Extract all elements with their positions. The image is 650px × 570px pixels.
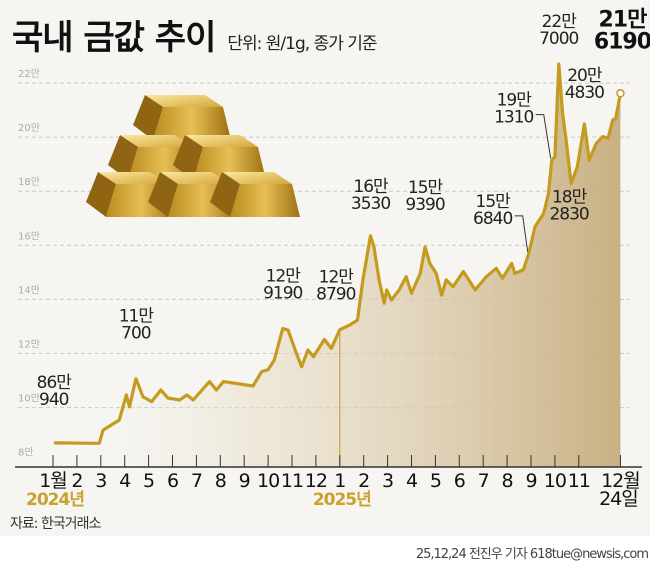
x-tick-label: 4: [406, 470, 418, 492]
annotation-value-top: 22만: [542, 12, 578, 32]
annotation-value-top: 18만: [552, 188, 588, 208]
x-tick-label: 10: [257, 470, 279, 492]
x-tick-label: 7: [478, 470, 489, 492]
y-tick-label: 8만: [18, 447, 34, 459]
y-tick-label: 20만: [18, 122, 40, 134]
x-tick-label: 3: [95, 470, 106, 492]
annotation-value-top: 12만: [266, 267, 302, 287]
annotation-value-top: 15만: [476, 192, 512, 212]
x-tick-label: 12월: [601, 470, 640, 492]
x-tick-label: 8: [502, 470, 513, 492]
price-area-fill: [53, 64, 621, 467]
gold-bar-front: [230, 184, 300, 217]
gold-bars-icon: [86, 95, 300, 217]
annotation-value-top: 86만: [37, 373, 73, 393]
annotation-value-bottom: 8790: [316, 285, 355, 305]
y-tick-label: 16만: [18, 230, 40, 242]
gold-bar-front: [153, 107, 231, 140]
x-tick-label: 6: [454, 470, 465, 492]
x-tick-label: 11: [568, 470, 590, 492]
annotation-value-bottom: 4830: [565, 83, 604, 103]
annotation-value-bottom: 1310: [494, 108, 533, 128]
x-tick-label: 5: [143, 470, 154, 492]
x-tick-label: 12: [305, 470, 327, 492]
x-tick-label: 5: [430, 470, 441, 492]
x-tick-label: 10: [544, 470, 566, 492]
x-tick-label: 9: [239, 470, 250, 492]
annotation-value-bottom: 940: [39, 390, 69, 410]
annotation-value-bottom: 6840: [473, 209, 512, 229]
year-label: 2025년: [313, 490, 371, 510]
y-tick-label: 12만: [18, 339, 40, 351]
gold-bar-top: [145, 95, 223, 107]
y-tick-label: 10만: [18, 393, 40, 405]
annotations: 86만94011만70012만919012만879016만353015만9390…: [37, 7, 650, 410]
gold-bar-side: [173, 135, 203, 180]
y-tick-label: 22만: [18, 68, 40, 80]
x-tick-label: 1월: [39, 470, 67, 492]
annotation-value-top: 19만: [497, 91, 533, 111]
annotation-value-bottom: 3530: [351, 194, 390, 214]
annotation-value-bottom: 7000: [539, 29, 578, 49]
year-label: 2024년: [26, 490, 84, 510]
price-line: [53, 62, 622, 445]
gold-bar-top: [160, 172, 230, 184]
annotation-value-top: 16만: [353, 177, 389, 197]
x-tick-label: 7: [191, 470, 202, 492]
page-title: 국내 금값 추이: [12, 18, 216, 58]
annotation-leader-line: [535, 114, 552, 159]
annotation-value-top: 12만: [319, 268, 355, 288]
credit-line: 25,12,24 전진우 기자 618tue@newsis,com: [415, 547, 649, 562]
gold-bar-front: [193, 147, 266, 180]
x-tick-label: 6: [167, 470, 178, 492]
y-tick-label: 14만: [18, 284, 40, 296]
gold-bar-side: [148, 172, 178, 217]
annotation-value-top: 15만: [408, 178, 444, 198]
annotation-value-top: 20만: [567, 66, 603, 86]
end-day-label: 24일: [599, 488, 638, 510]
x-tick-label: 2: [358, 470, 369, 492]
annotation-value-bottom: 700: [121, 324, 151, 344]
source-note: 자료: 한국거래소: [10, 516, 101, 532]
end-point-marker: [616, 89, 625, 98]
y-tick-label: 18만: [18, 176, 40, 188]
x-tick-label: 4: [119, 470, 131, 492]
annotation-value-bottom: 9190: [263, 284, 302, 304]
x-tick-label: 8: [215, 470, 226, 492]
x-tick-label: 3: [382, 470, 393, 492]
gold-bar-top: [185, 135, 258, 147]
gold-bar-side: [108, 135, 138, 180]
gold-bar-top: [98, 172, 168, 184]
gold-bar-side: [133, 95, 163, 140]
annotation-value-bottom: 6190: [594, 29, 650, 54]
gold-bar-top: [222, 172, 292, 184]
x-tick-label: 2: [71, 470, 82, 492]
unit-subtitle: 단위: 원/1g, 종가 기준: [227, 34, 377, 54]
x-tick-label: 11: [281, 470, 303, 492]
gold-bar-side: [210, 172, 240, 217]
footer-strip: [0, 536, 650, 570]
annotation-value-top: 21만: [599, 7, 648, 32]
header: 국내 금값 추이 단위: 원/1g, 종가 기준: [12, 10, 378, 59]
x-tick-label: 1: [334, 470, 345, 492]
annotation-value-top: 11만: [119, 307, 155, 327]
gold-bar-side: [86, 172, 116, 217]
annotation-value-bottom: 9390: [405, 195, 444, 215]
annotation-leader-line: [514, 215, 529, 252]
gold-bar-top: [120, 135, 193, 147]
x-tick-label: 9: [525, 470, 536, 492]
annotation-value-bottom: 2830: [549, 205, 588, 225]
